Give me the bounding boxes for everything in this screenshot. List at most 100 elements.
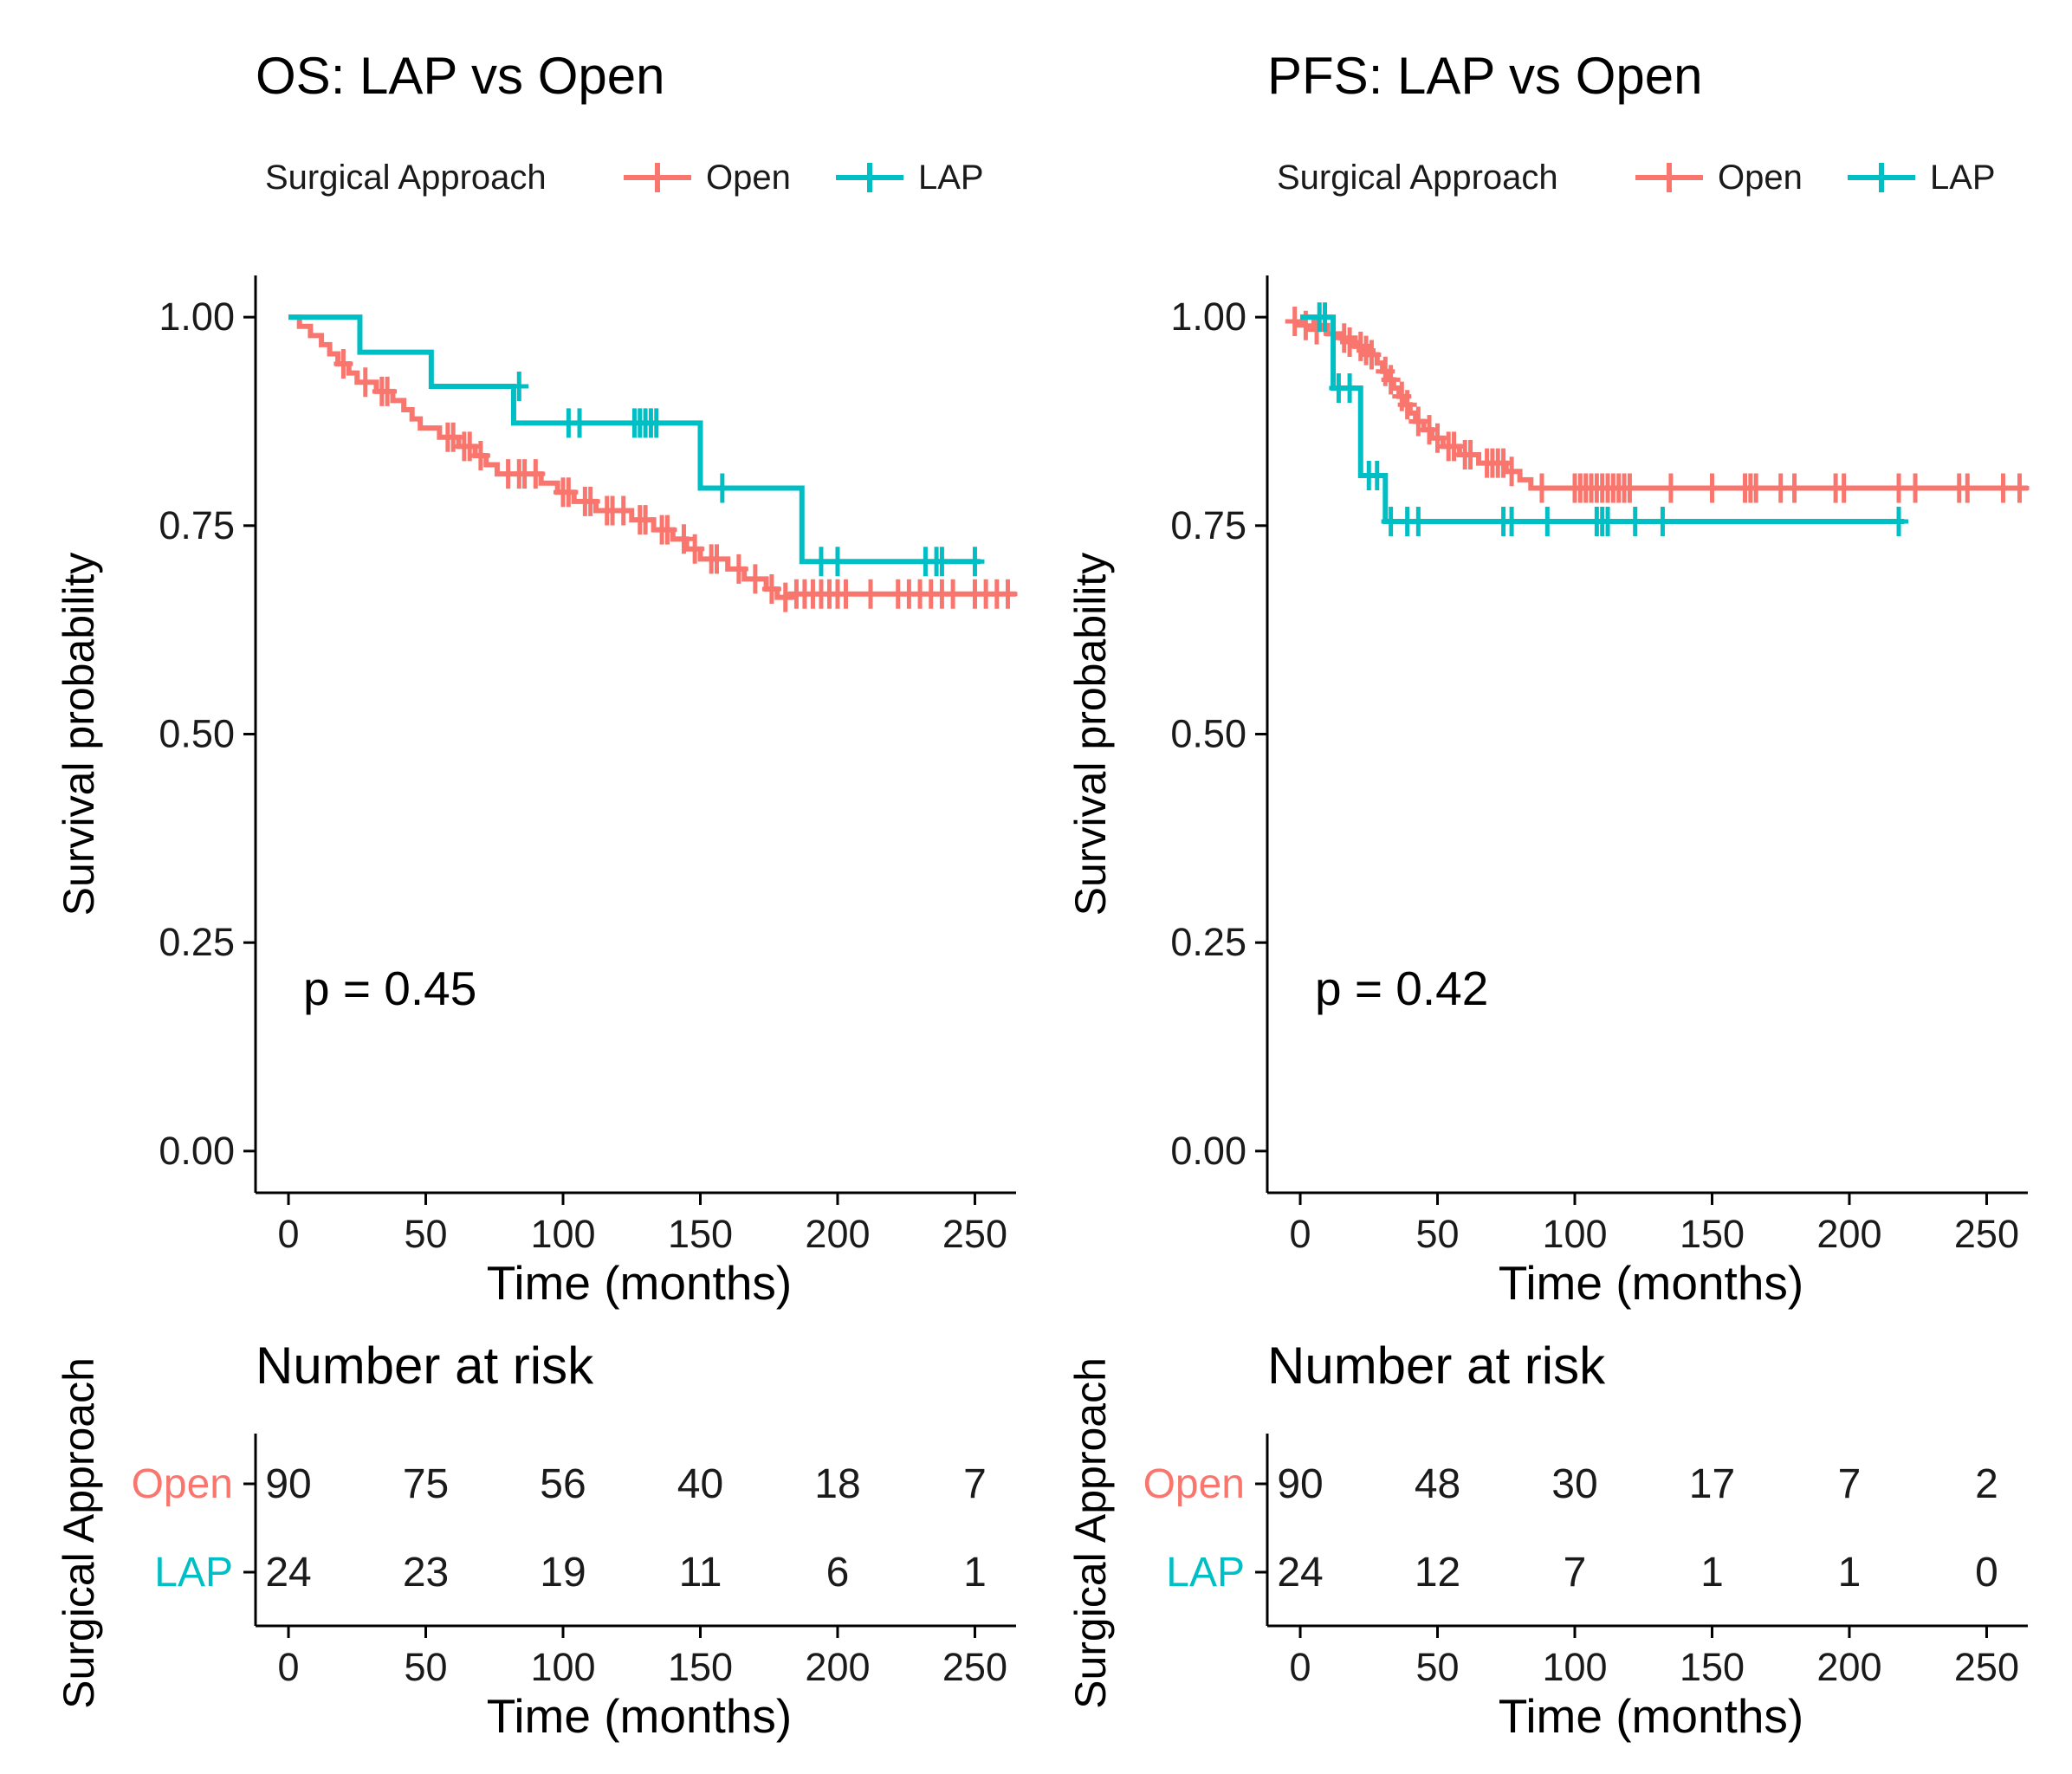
censor-mark <box>775 582 795 612</box>
legend-item-lap: LAP <box>836 159 984 197</box>
risk-count: 48 <box>1415 1461 1460 1507</box>
censor-mark <box>1285 306 1305 336</box>
censor-mark <box>1315 302 1335 333</box>
censor-mark <box>836 579 856 609</box>
legend-title: Surgical Approach <box>265 159 547 197</box>
y-tick-label: 0.25 <box>159 920 235 964</box>
risk-x-tick-label: 200 <box>805 1645 870 1689</box>
censor-mark <box>1906 473 1926 503</box>
censor-mark <box>1362 340 1382 370</box>
risk-count: 18 <box>814 1461 860 1507</box>
x-tick-label: 0 <box>278 1212 300 1256</box>
censor-mark <box>728 554 748 584</box>
censor-mark <box>1702 473 1722 503</box>
censor-mark <box>998 579 1018 609</box>
risk-row-label-lap: LAP <box>1166 1550 1245 1596</box>
risk-count: 24 <box>1277 1550 1323 1596</box>
risk-count: 6 <box>826 1550 850 1596</box>
risk-count: 56 <box>540 1461 586 1507</box>
censor-mark <box>613 495 633 526</box>
risk-count: 90 <box>1277 1461 1323 1507</box>
y-tick-label: 1.00 <box>159 295 235 339</box>
censor-mark <box>1661 473 1680 503</box>
censor-mark <box>1340 327 1360 358</box>
censor-mark <box>1397 390 1417 420</box>
censor-mark <box>470 440 490 470</box>
censor-mark <box>1538 507 1557 537</box>
risk-count: 30 <box>1551 1461 1597 1507</box>
censor-mark <box>861 579 881 609</box>
censor-mark <box>1958 473 1978 503</box>
y-tick-label: 0.00 <box>1170 1129 1246 1173</box>
y-tick-label: 0.50 <box>1170 712 1246 756</box>
x-tick-label: 0 <box>1290 1212 1311 1256</box>
censor-mark <box>1834 473 1854 503</box>
legend: Surgical Approach Open LAP <box>265 159 984 197</box>
risk-table-x-label: Time (months) <box>487 1689 792 1743</box>
legend-title: Surgical Approach <box>1277 159 1558 197</box>
risk-count: 75 <box>403 1461 449 1507</box>
km-panel-2: PFS: LAP vs Open Surgical Approach Open LAP… <box>1066 47 2030 1743</box>
censor-mark <box>745 564 765 594</box>
censor-mark <box>1620 473 1640 503</box>
y-tick-label: 0.75 <box>159 503 235 547</box>
risk-x-tick-label: 0 <box>1290 1645 1311 1689</box>
censor-mark <box>333 349 353 379</box>
censor-mark <box>1408 406 1428 437</box>
legend-label: Open <box>1718 159 1803 197</box>
censor-mark <box>1993 473 2013 503</box>
censor-mark <box>657 515 677 545</box>
series-lap <box>1300 302 1909 537</box>
series-open <box>1285 306 2030 503</box>
censor-mark <box>685 534 705 564</box>
risk-count: 1 <box>963 1550 987 1596</box>
risk-count: 2 <box>1975 1461 1998 1507</box>
x-tick-label: 50 <box>1415 1212 1459 1256</box>
censor-mark <box>707 544 727 574</box>
risk-count: 40 <box>677 1461 723 1507</box>
x-tick-label: 150 <box>668 1212 733 1256</box>
censor-mark <box>1408 507 1428 537</box>
censor-mark <box>1746 473 1766 503</box>
censor-mark <box>932 547 952 577</box>
censor-mark <box>1444 431 1464 462</box>
y-tick-label: 0.25 <box>1170 920 1246 964</box>
x-tick-label: 50 <box>404 1212 447 1256</box>
censor-mark <box>378 376 398 406</box>
censor-mark <box>943 579 963 609</box>
y-tick-label: 1.00 <box>1170 295 1246 339</box>
y-axis-label: Survival probability <box>55 553 103 916</box>
x-axis-label: Time (months) <box>487 1256 792 1310</box>
censor-mark <box>460 431 480 462</box>
censor-mark <box>674 524 694 554</box>
censor-mark <box>646 408 666 438</box>
risk-x-tick-label: 100 <box>1542 1645 1607 1689</box>
risk-table-x-label: Time (months) <box>1499 1689 1803 1743</box>
risk-table-title: Number at risk <box>1267 1337 1606 1395</box>
chart-title: PFS: LAP vs Open <box>1267 47 1702 105</box>
censor-mark <box>1598 507 1618 537</box>
risk-count: 0 <box>1975 1550 1998 1596</box>
censor-mark <box>509 372 529 402</box>
risk-count: 7 <box>963 1461 987 1507</box>
censor-mark <box>1653 507 1673 537</box>
censor-mark <box>761 573 781 604</box>
risk-count: 17 <box>1689 1461 1735 1507</box>
censor-mark <box>1340 372 1360 403</box>
censor-mark <box>1531 473 1551 503</box>
risk-count: 1 <box>1838 1550 1862 1596</box>
x-tick-label: 100 <box>1542 1212 1607 1256</box>
risk-x-tick-label: 100 <box>530 1645 595 1689</box>
x-tick-label: 250 <box>1954 1212 2019 1256</box>
risk-x-tick-label: 0 <box>278 1645 300 1689</box>
legend-label: LAP <box>1930 159 1996 197</box>
risk-count: 7 <box>1838 1461 1862 1507</box>
risk-count: 24 <box>265 1550 311 1596</box>
risk-x-tick-label: 250 <box>1954 1645 2019 1689</box>
risk-count: 19 <box>540 1550 586 1596</box>
censor-mark <box>1502 456 1522 487</box>
